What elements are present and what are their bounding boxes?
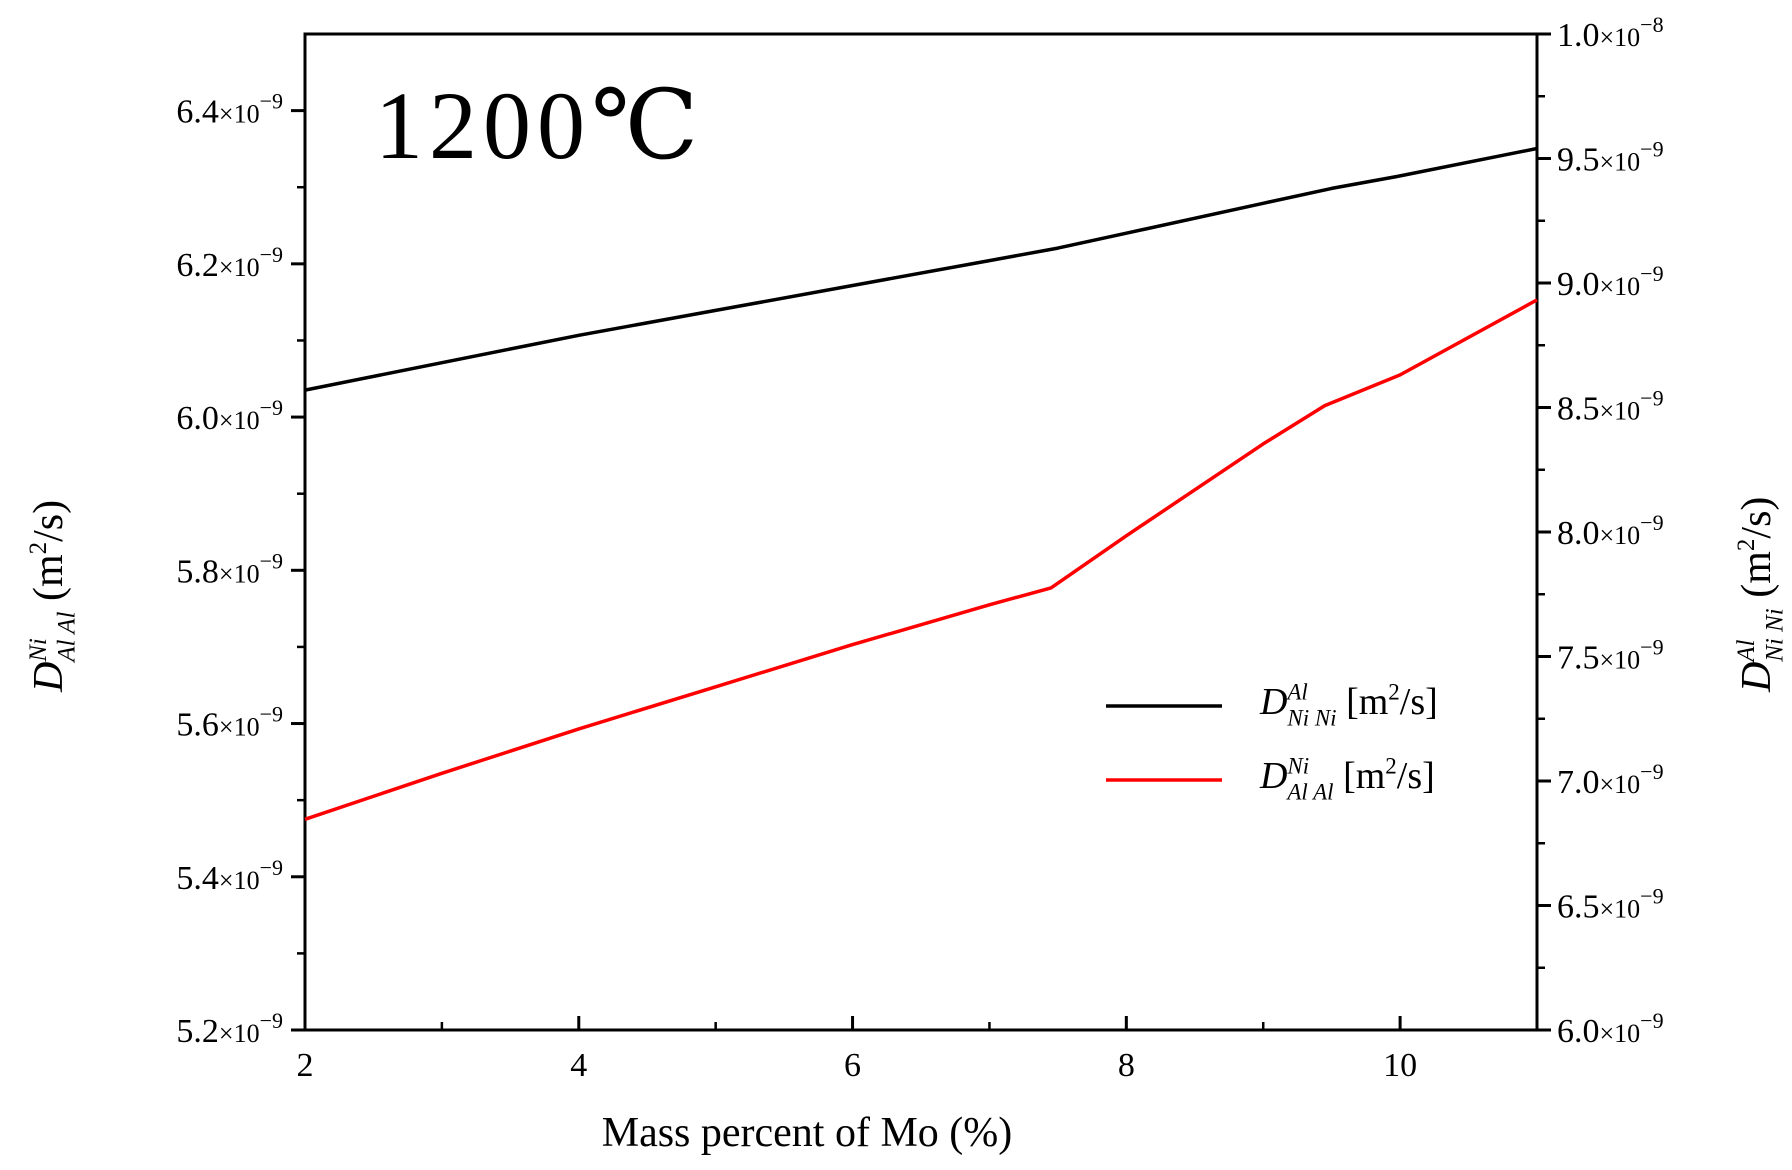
x-tick-label: 6	[844, 1047, 861, 1084]
right-tick-label: 8.0×10−9	[1557, 510, 1664, 552]
series-line-2	[304, 298, 1538, 821]
right-tick-label: 7.5×10−9	[1557, 635, 1664, 677]
left-axis-label: DNiAl Al (m2/s)	[25, 500, 81, 693]
right-axis-ticks: 6.0×10−9 6.5×10−9 7.0×10−9 7.5×10−9 8.0×10−9…	[1537, 12, 1664, 1050]
legend-label-1: DAl Ni Ni [m2/s]	[1259, 680, 1438, 731]
left-tick-label: 5.2×10−9	[176, 1008, 283, 1050]
right-tick-label: 9.5×10−9	[1557, 137, 1664, 179]
right-axis-label: DAlNi Ni (m2/s)	[1733, 497, 1789, 693]
x-tick-label: 10	[1383, 1047, 1417, 1084]
right-tick-label: 7.0×10−9	[1557, 759, 1664, 801]
x-axis-ticks: 2 4 6 8 10	[297, 1016, 1417, 1084]
left-axis-title: DNiAl Al (m2/s)	[25, 500, 81, 693]
x-tick-label: 4	[570, 1047, 587, 1084]
series-lines	[304, 146, 1538, 821]
left-tick-label: 5.6×10−9	[176, 702, 283, 744]
right-axis-title: DAlNi Ni (m2/s)	[1733, 497, 1789, 693]
legend-label-2: DNi Al Al [m2/s]	[1259, 754, 1435, 805]
legend: DAl Ni Ni [m2/s] DNi Al Al [m2/s]	[1106, 680, 1438, 805]
temperature-annotation: 1200℃	[375, 72, 704, 179]
x-tick-label: 8	[1118, 1047, 1135, 1084]
left-axis-ticks: 5.2×10−9 5.4×10−9 5.6×10−9 5.8×10−9 6.0×10−9…	[176, 89, 305, 1050]
left-tick-label: 5.8×10−9	[176, 548, 283, 590]
series-line-1	[304, 146, 1538, 392]
left-tick-label: 5.4×10−9	[176, 855, 283, 897]
x-tick-label: 2	[297, 1047, 314, 1084]
right-tick-label: 1.0×10−8	[1557, 12, 1664, 54]
x-axis-title: Mass percent of Mo (%)	[602, 1110, 1013, 1156]
right-tick-label: 8.5×10−9	[1557, 386, 1664, 428]
left-tick-label: 6.2×10−9	[176, 242, 283, 284]
right-tick-label: 6.5×10−9	[1557, 884, 1664, 926]
left-tick-label: 6.0×10−9	[176, 395, 283, 437]
left-tick-label: 6.4×10−9	[176, 89, 283, 131]
right-tick-label: 6.0×10−9	[1557, 1008, 1664, 1050]
right-tick-label: 9.0×10−9	[1557, 261, 1664, 303]
